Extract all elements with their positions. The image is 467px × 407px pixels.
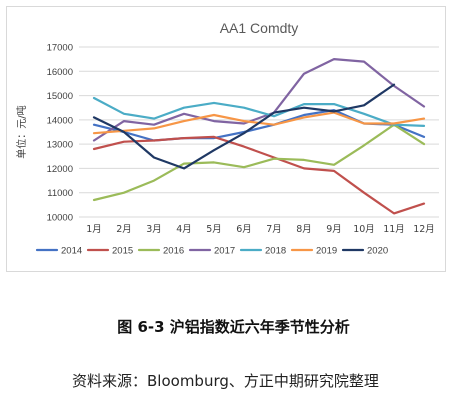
series-line-2015 xyxy=(92,135,426,215)
series-line-2017 xyxy=(92,58,426,142)
figure-caption: 图 6-3 沪铝指数近六年季节性分析 xyxy=(117,318,350,336)
x-tick-label: 8月 xyxy=(296,224,312,235)
chart-title: AA1 Comdty xyxy=(220,20,299,36)
y-tick-label: 16000 xyxy=(47,67,73,78)
x-tick-label: 11月 xyxy=(383,224,405,235)
x-tick-label: 3月 xyxy=(146,224,162,235)
x-tick-label: 4月 xyxy=(176,224,192,235)
series-line-2016 xyxy=(92,123,426,202)
x-tick-label: 9月 xyxy=(326,224,342,235)
legend-label-2019: 2019 xyxy=(316,246,337,257)
source-note: 资料来源：Bloomburg、方正中期研究院整理 xyxy=(72,372,379,390)
series-line-2020 xyxy=(92,83,396,170)
x-tick-label: 6月 xyxy=(236,224,252,235)
x-tick-label: 1月 xyxy=(86,224,102,235)
legend-label-2018: 2018 xyxy=(265,246,286,257)
y-tick-label: 13000 xyxy=(47,140,73,151)
y-tick-label: 11000 xyxy=(47,188,73,199)
legend-label-2020: 2020 xyxy=(367,246,388,257)
y-tick-label: 14000 xyxy=(47,115,73,126)
x-tick-label: 10月 xyxy=(353,224,375,235)
y-tick-label: 12000 xyxy=(47,164,73,175)
legend-label-2014: 2014 xyxy=(61,246,82,257)
y-tick-label: 15000 xyxy=(47,91,73,102)
x-tick-label: 7月 xyxy=(266,224,282,235)
legend-label-2017: 2017 xyxy=(214,246,235,257)
legend-label-2015: 2015 xyxy=(112,246,133,257)
x-tick-label: 5月 xyxy=(206,224,222,235)
y-tick-label: 10000 xyxy=(47,213,73,224)
series-line-2014 xyxy=(92,109,426,142)
legend-label-2016: 2016 xyxy=(163,246,184,257)
chart-frame: AA1 Comdty 10000 11000 12000 13000 14000 15000… xyxy=(6,6,446,272)
x-tick-label: 12月 xyxy=(413,224,435,235)
series-line-2018 xyxy=(92,96,426,127)
line-chart: AA1 Comdty 10000 11000 12000 13000 14000 15000… xyxy=(15,20,439,257)
x-tick-label: 2月 xyxy=(116,224,132,235)
y-axis-label: 单位：元/吨 xyxy=(15,105,28,158)
y-tick-label: 17000 xyxy=(47,43,73,54)
